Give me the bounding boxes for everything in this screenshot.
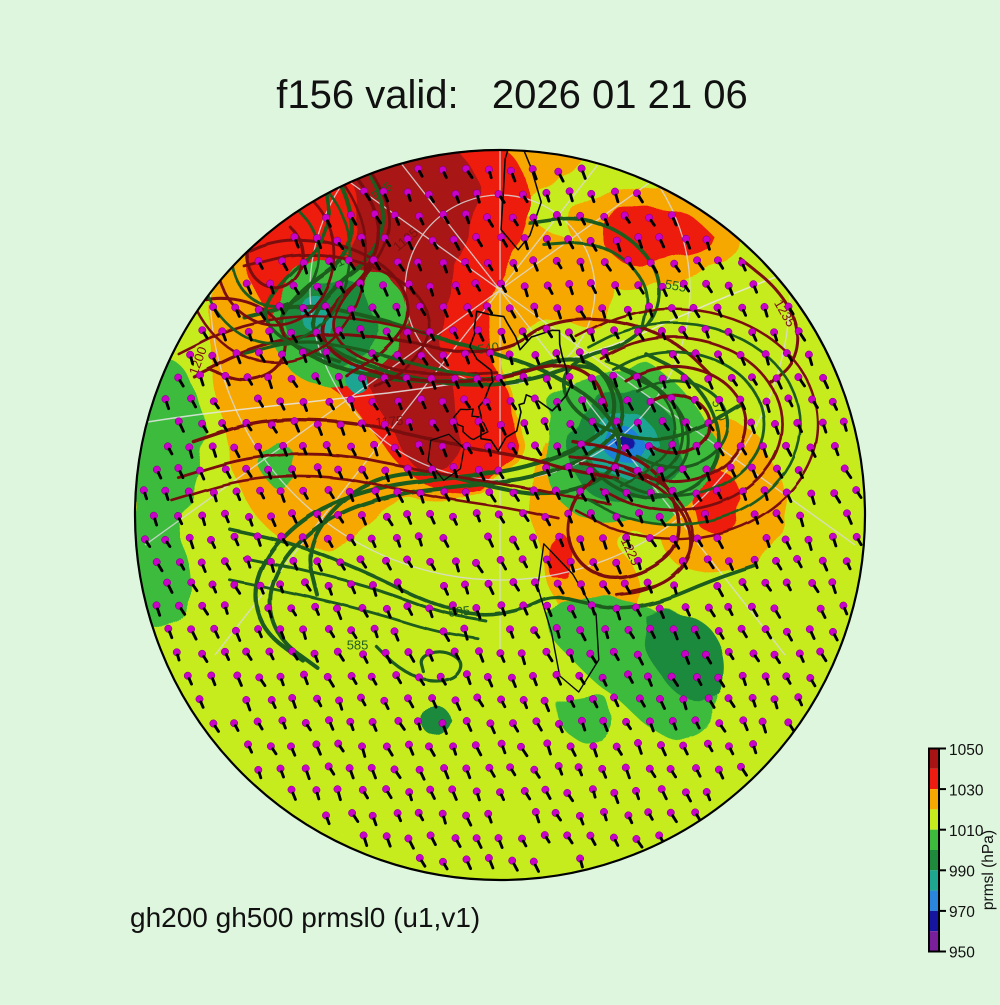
svg-text:prmsl (hPa): prmsl (hPa) xyxy=(980,830,997,910)
svg-text:950: 950 xyxy=(949,945,975,962)
svg-text:1010: 1010 xyxy=(949,823,984,840)
svg-text:1030: 1030 xyxy=(949,783,984,800)
svg-text:585: 585 xyxy=(347,638,369,653)
svg-text:f156 valid: 2026 01 21 06: f156 valid: 2026 01 21 06 xyxy=(276,73,747,117)
svg-text:1050: 1050 xyxy=(949,742,984,759)
svg-text:970: 970 xyxy=(949,904,975,921)
svg-text:1175: 1175 xyxy=(375,413,404,430)
svg-text:gh200 gh500 prmsl0 (u1,v1): gh200 gh500 prmsl0 (u1,v1) xyxy=(130,902,480,933)
svg-text:990: 990 xyxy=(949,864,975,881)
